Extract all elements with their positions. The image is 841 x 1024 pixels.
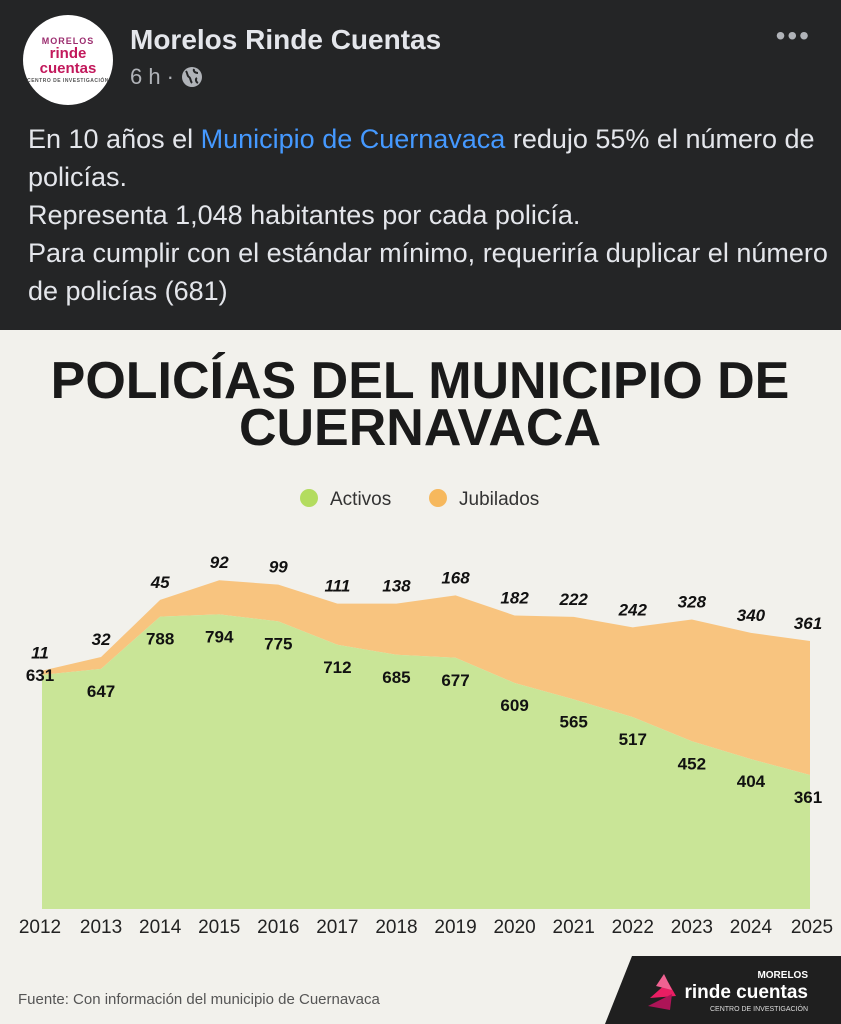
x-tick-2012: 2012 <box>19 917 61 938</box>
infographic-image[interactable]: POLICÍAS DEL MUNICIPIO DE CUERNAVACA Act… <box>0 330 841 1024</box>
label-jubilados-2023: 328 <box>678 593 707 612</box>
municipio-link[interactable]: Municipio de Cuernavaca <box>200 124 506 154</box>
label-activos-2023: 452 <box>678 754 706 773</box>
post-text-part2: redujo 55% el número de policías. <box>28 124 815 192</box>
x-tick-2018: 2018 <box>375 917 417 938</box>
area-activos <box>42 614 810 909</box>
label-jubilados-2021: 222 <box>559 590 589 609</box>
label-jubilados-2019: 168 <box>441 568 470 587</box>
x-tick-2020: 2020 <box>493 917 535 938</box>
label-jubilados-2015: 92 <box>210 553 229 572</box>
more-options-icon[interactable]: ••• <box>775 20 811 51</box>
label-jubilados-2017: 111 <box>324 577 350 596</box>
post-text-part1: En 10 años el <box>28 124 201 154</box>
post-text-line2: Representa 1,048 habitantes por cada pol… <box>28 200 581 230</box>
label-jubilados-2016: 99 <box>269 558 288 577</box>
avatar-text-morelos: MORELOS <box>41 36 95 46</box>
label-jubilados-2025: 361 <box>794 614 822 633</box>
x-tick-2024: 2024 <box>730 917 773 938</box>
avatar-text-rinde: rinde <box>49 45 87 62</box>
label-activos-2025: 361 <box>794 788 822 807</box>
chart-title-line1: POLICÍAS DEL MUNICIPIO DE <box>51 352 790 410</box>
post-text: En 10 años el Municipio de Cuernavaca re… <box>28 120 828 310</box>
label-jubilados-2018: 138 <box>382 577 411 596</box>
label-jubilados-2020: 182 <box>500 588 529 607</box>
police-chart: POLICÍAS DEL MUNICIPIO DE CUERNAVACA Act… <box>18 352 841 1024</box>
legend-activos-swatch <box>300 489 318 507</box>
x-tick-2025: 2025 <box>791 917 833 938</box>
x-tick-2022: 2022 <box>612 917 654 938</box>
label-jubilados-2013: 32 <box>92 630 111 649</box>
x-tick-2019: 2019 <box>434 917 476 938</box>
label-activos-2014: 788 <box>146 630 174 649</box>
meta-separator: · <box>166 64 174 89</box>
label-activos-2012: 631 <box>26 666 54 685</box>
x-tick-2016: 2016 <box>257 917 299 938</box>
label-activos-2019: 677 <box>441 671 469 690</box>
label-activos-2017: 712 <box>323 658 351 677</box>
label-jubilados-2022: 242 <box>618 600 648 619</box>
label-jubilados-2024: 340 <box>737 606 766 625</box>
logo-rinde-cuentas: rinde cuentas <box>684 982 808 1003</box>
x-tick-2013: 2013 <box>80 917 122 938</box>
label-activos-2018: 685 <box>382 668 410 687</box>
avatar-text-centro: CENTRO DE INVESTIGACIÓN <box>27 78 109 84</box>
label-jubilados-2014: 45 <box>150 573 170 592</box>
legend-jubilados: Jubilados <box>459 489 539 510</box>
label-activos-2013: 647 <box>87 682 115 701</box>
post-header: MORELOS rinde cuentas CENTRO DE INVESTIG… <box>0 0 841 110</box>
x-tick-2023: 2023 <box>671 917 713 938</box>
label-activos-2021: 565 <box>560 712 588 731</box>
x-tick-2014: 2014 <box>139 917 182 938</box>
globe-icon <box>181 67 202 87</box>
post-meta: 6 h · <box>130 64 204 90</box>
legend-jubilados-swatch <box>429 489 447 507</box>
logo-centro: CENTRO DE INVESTIGACIÓN <box>710 1004 808 1013</box>
label-activos-2020: 609 <box>500 696 528 715</box>
page-avatar[interactable]: MORELOS rinde cuentas CENTRO DE INVESTIG… <box>23 15 113 105</box>
area-jubilados <box>42 580 810 776</box>
logo-morelos: MORELOS <box>757 970 808 981</box>
label-jubilados-2012: 11 <box>31 644 49 663</box>
chart-title-line2: CUERNAVACA <box>239 399 601 457</box>
post-time[interactable]: 6 h <box>130 64 161 89</box>
avatar-text-cuentas: cuentas <box>39 60 97 77</box>
post-text-line3: Para cumplir con el estándar mínimo, req… <box>28 238 828 306</box>
x-tick-2021: 2021 <box>553 917 595 938</box>
x-tick-2015: 2015 <box>198 917 240 938</box>
logo-icon <box>648 974 676 1010</box>
label-activos-2024: 404 <box>737 772 766 791</box>
label-activos-2016: 775 <box>264 634 292 653</box>
label-activos-2022: 517 <box>619 730 647 749</box>
source-note: Fuente: Con información del municipio de… <box>18 991 381 1008</box>
legend-activos: Activos <box>330 489 391 510</box>
page-name[interactable]: Morelos Rinde Cuentas <box>130 24 442 55</box>
x-tick-2017: 2017 <box>316 917 358 938</box>
label-activos-2015: 794 <box>205 627 234 646</box>
